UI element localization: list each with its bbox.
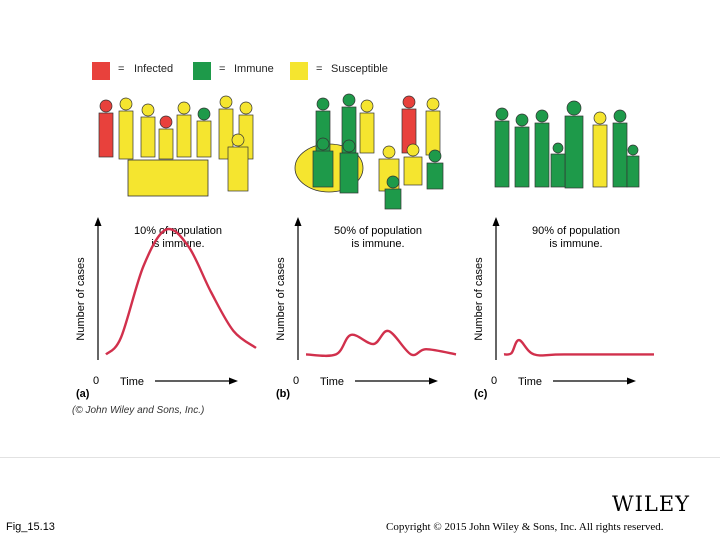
publisher-logo: WILEY (612, 492, 691, 516)
copyright-notice: Copyright © 2015 John Wiley & Sons, Inc.… (386, 521, 664, 533)
crowd-illustration-a (98, 95, 254, 197)
x-axis-label: Time (120, 376, 144, 388)
x-axis-arrowhead (429, 377, 438, 385)
panel-title-line1: 50% of population (334, 225, 422, 237)
y-axis-label: Number of cases (275, 257, 287, 341)
panel-letter: (c) (474, 388, 488, 400)
crowd-illustration-b (294, 93, 444, 210)
legend-separator: = (118, 63, 125, 75)
panel-title-line1: 10% of population (134, 225, 222, 237)
panel-title-line2: is immune. (351, 238, 404, 250)
epidemic-curves: Number of cases 0 Time (a) 10% of population… (75, 217, 655, 400)
origin-label: 0 (491, 375, 497, 387)
legend-separator: = (316, 63, 323, 75)
image-credit: (© John Wiley and Sons, Inc.) (72, 405, 205, 416)
epidemic-curve (305, 329, 457, 358)
panel-letter: (b) (276, 388, 290, 400)
footer-divider (0, 457, 720, 458)
legend-separator: = (219, 63, 226, 75)
susceptible-swatch (290, 62, 308, 80)
epidemic-curve (105, 227, 257, 356)
infected-swatch (92, 62, 110, 80)
legend-label-immune: Immune (234, 63, 274, 75)
panel-title-line1: 90% of population (532, 225, 620, 237)
x-axis-label: Time (320, 376, 344, 388)
y-axis-label: Number of cases (473, 257, 485, 341)
origin-label: 0 (293, 375, 299, 387)
figure-number: Fig_15.13 (6, 521, 55, 533)
panel-title-line2: is immune. (151, 238, 204, 250)
origin-label: 0 (93, 375, 99, 387)
panel-title-line2: is immune. (549, 238, 602, 250)
y-axis-arrowhead (492, 217, 500, 226)
x-axis-label: Time (518, 376, 542, 388)
y-axis-arrowhead (94, 217, 102, 226)
epidemic-curve (503, 338, 655, 357)
immune-swatch (193, 62, 211, 80)
x-axis-arrowhead (229, 377, 238, 385)
crowd-illustration-c (494, 100, 640, 189)
panel-letter: (a) (76, 388, 90, 400)
y-axis-arrowhead (294, 217, 302, 226)
legend-label-infected: Infected (134, 63, 174, 75)
y-axis-label: Number of cases (75, 257, 87, 341)
x-axis-arrowhead (627, 377, 636, 385)
legend-label-susceptible: Susceptible (331, 63, 388, 75)
